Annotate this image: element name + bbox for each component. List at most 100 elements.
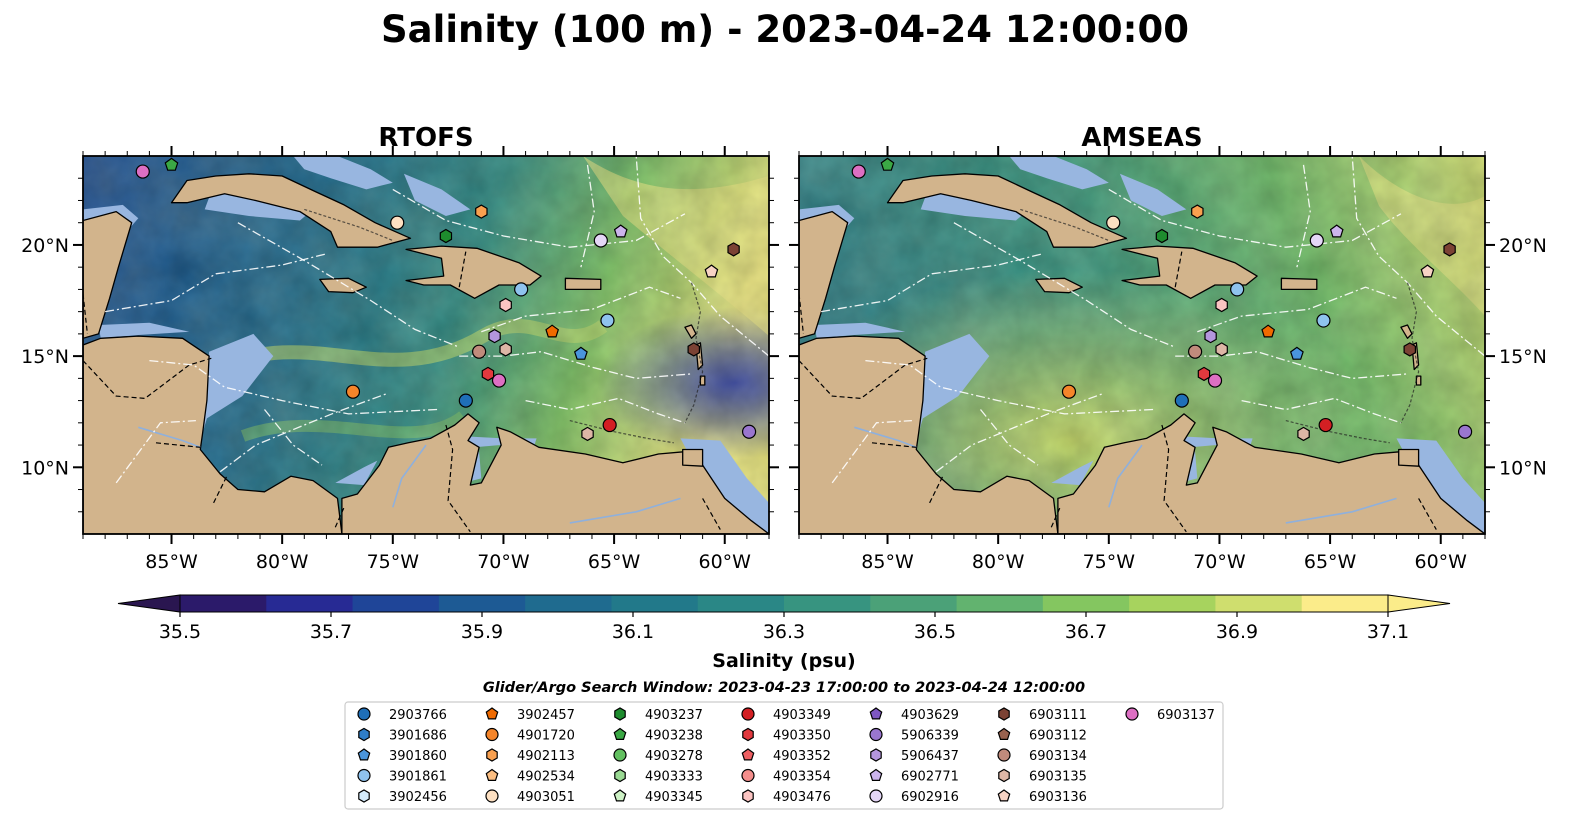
- colorbar-min-extend: [117, 594, 181, 613]
- eez-boundary: [219, 393, 387, 473]
- country-border: [702, 498, 721, 530]
- legend-marker-4903352: [741, 748, 755, 761]
- eez-boundary: [831, 419, 912, 484]
- eez-boundary: [635, 156, 769, 357]
- legend-marker-4902534: [485, 768, 499, 782]
- legend-label: 4903333: [645, 770, 703, 785]
- legend-marker-6903134: [997, 748, 1011, 762]
- float-marker-6903137: [491, 373, 507, 388]
- colorbar-swatch: [697, 595, 785, 612]
- lat-tick-label: 20°N: [21, 235, 69, 257]
- land-lesser: [1400, 324, 1413, 339]
- land-trinidad: [1398, 448, 1420, 467]
- float-marker-6902916: [1309, 233, 1324, 248]
- country-border: [213, 475, 228, 504]
- country-border: [83, 357, 212, 400]
- colorbar-tick-label: 36.5: [914, 621, 956, 643]
- float-marker-4903350: [1197, 366, 1211, 382]
- amseas-panel-title: AMSEAS: [1081, 123, 1202, 153]
- eez-boundary: [525, 397, 686, 424]
- legend-label: 2903766: [389, 708, 447, 723]
- shelf-cubasouth: [204, 191, 314, 221]
- float-marker-4903476: [1215, 297, 1228, 313]
- lon-tick-label: 65°W: [1304, 551, 1357, 573]
- legend-marker-2903766: [357, 707, 371, 721]
- country-border: [1174, 251, 1183, 288]
- eez-boundary: [263, 409, 323, 466]
- legend-label: 5906437: [901, 749, 959, 764]
- eez-boundary: [820, 253, 1043, 313]
- colorbar-tick-label: 35.9: [461, 621, 503, 643]
- float-marker-3901860: [573, 346, 588, 360]
- eez-boundary: [392, 188, 686, 248]
- float-marker-3902457: [545, 324, 560, 338]
- colorbar-swatch: [784, 595, 871, 612]
- float-marker-4903237: [439, 228, 453, 244]
- lon-tick-label: 85°W: [861, 551, 914, 573]
- eez-boundary: [1296, 164, 1311, 268]
- shelf-bahamas2: [403, 173, 471, 216]
- float-marker-4903349: [1318, 417, 1333, 433]
- lon-tick-label: 80°W: [972, 551, 1025, 573]
- legend-marker-4902113: [486, 748, 498, 762]
- eez-boundary: [953, 222, 1176, 348]
- lon-tick-label: 80°W: [256, 551, 309, 573]
- float-marker-2903766: [458, 393, 473, 408]
- map-frame: [798, 155, 1486, 535]
- country-border: [1050, 507, 1061, 528]
- float-marker-5906339: [741, 424, 757, 439]
- float-marker-6903135: [581, 426, 594, 442]
- legend-label: 6903111: [1029, 708, 1087, 723]
- colorbar-swatch: [180, 595, 267, 612]
- country-border: [929, 475, 944, 504]
- legend-label: 6902916: [901, 790, 959, 805]
- amseas-map-panel: 85°W 80°W 75°W 70°W 65°W 60°W 20°N 15°N 10°N: [789, 146, 1547, 573]
- legend-marker-6902916: [869, 789, 883, 803]
- float-marker-4903238: [164, 157, 179, 171]
- country-border: [445, 424, 471, 533]
- float-marker-5906437: [488, 328, 501, 344]
- eez-boundary: [1351, 156, 1485, 357]
- colorbar-tick-label: 36.3: [763, 621, 805, 643]
- legend-label: 4903629: [901, 708, 959, 723]
- float-marker-4903476: [499, 297, 512, 313]
- legend-marker-3902457: [485, 707, 499, 720]
- colorbar-swatch: [611, 595, 699, 612]
- lon-tick-label: 75°W: [1083, 551, 1136, 573]
- legend-label: 4903350: [773, 729, 831, 744]
- legend-label: 3902457: [517, 708, 575, 723]
- land-hispaniola: [405, 245, 542, 299]
- float-marker-3901861: [1230, 282, 1245, 297]
- legend-label: 6903112: [1029, 729, 1087, 744]
- eez-boundary: [580, 164, 595, 268]
- legend-label: 6903137: [1157, 708, 1215, 723]
- eez-boundary: [104, 253, 327, 313]
- legend-label: 6902771: [901, 770, 959, 785]
- float-marker-6903111: [1403, 342, 1417, 357]
- legend-marker-6903111: [998, 707, 1010, 721]
- legend-marker-5906339: [869, 727, 883, 742]
- colorbar-swatch: [1042, 595, 1130, 612]
- legend-marker-4903350: [742, 727, 754, 742]
- legend-marker-3902456: [358, 789, 370, 803]
- float-marker-6903137: [851, 164, 866, 179]
- float-marker-3901861: [514, 282, 529, 297]
- legend-label: 4903349: [773, 708, 831, 723]
- land-puertorico: [564, 277, 602, 291]
- legend-marker-4901720: [485, 727, 499, 742]
- legend-label: 3901686: [389, 729, 447, 744]
- colorbar-swatch: [1215, 595, 1303, 612]
- float-marker-6903136: [1420, 264, 1435, 278]
- depth-contour: [1020, 208, 1110, 242]
- legend-label: 5906339: [901, 729, 959, 744]
- map-frame: [82, 155, 770, 535]
- lon-tick-label: 85°W: [145, 551, 198, 573]
- colorbar-tick-label: 35.5: [159, 621, 201, 643]
- float-marker-5906437: [1204, 328, 1217, 344]
- legend-marker-6903137: [1125, 707, 1139, 721]
- lon-tick-label: 70°W: [1193, 551, 1246, 573]
- country-border: [1418, 498, 1437, 530]
- legend-marker-5906437: [870, 748, 882, 762]
- colorbar-tick-label: 36.1: [612, 621, 654, 643]
